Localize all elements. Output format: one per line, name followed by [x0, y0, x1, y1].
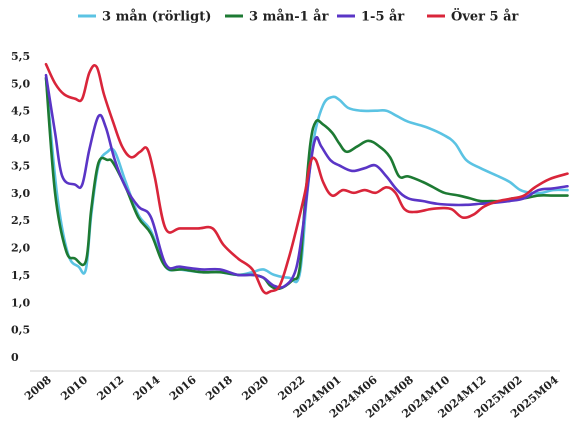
x-tick-label: 2014	[131, 373, 163, 403]
y-tick-label: 1,0	[11, 296, 30, 309]
y-tick-label: 1,5	[11, 269, 30, 282]
series-line-3	[44, 62, 569, 295]
y-tick-label: 5,0	[11, 77, 30, 90]
x-tick-label: 2016	[167, 373, 199, 403]
legend-label-2: 1-5 år	[361, 9, 404, 25]
series-line-1	[44, 76, 569, 291]
legend-label-1: 3 mån-1 år	[249, 9, 329, 25]
x-tick-label: 2020	[239, 373, 271, 403]
y-tick-label: 4,5	[11, 105, 30, 118]
x-tick-label: 2018	[203, 373, 235, 403]
y-tick-label: 2,0	[11, 242, 30, 255]
y-tick-label: 3,5	[11, 159, 30, 172]
series-line-2	[44, 73, 569, 289]
x-tick-label: 2008	[22, 373, 54, 403]
plot-area	[44, 62, 569, 295]
y-tick-label: 2,5	[11, 214, 30, 227]
x-axis: 2008 2010 2012 2014 2016 2018 2020 20222024M012…	[22, 370, 561, 421]
x-tick-label: 2022	[276, 373, 308, 403]
legend-label-3: Över 5 år	[451, 8, 519, 25]
x-tick-label: 2012	[95, 373, 127, 403]
legend: 3 mån (rörligt) 3 mån-1 år 1-5 år Över 5 år	[78, 8, 519, 25]
y-tick-label: 0	[11, 351, 19, 364]
y-tick-label: 0,5	[11, 324, 30, 337]
y-tick-label: 3,0	[11, 187, 30, 200]
x-tick-label: 2010	[58, 373, 90, 403]
y-tick-label: 4,0	[11, 132, 30, 145]
y-tick-label: 5,5	[11, 50, 30, 63]
legend-label-0: 3 mån (rörligt)	[102, 9, 211, 25]
y-axis: 0 0,5 1,0 1,5 2,0 2,5 3,0 3,5 4,0 4,5 5,0 5,5	[11, 50, 30, 364]
